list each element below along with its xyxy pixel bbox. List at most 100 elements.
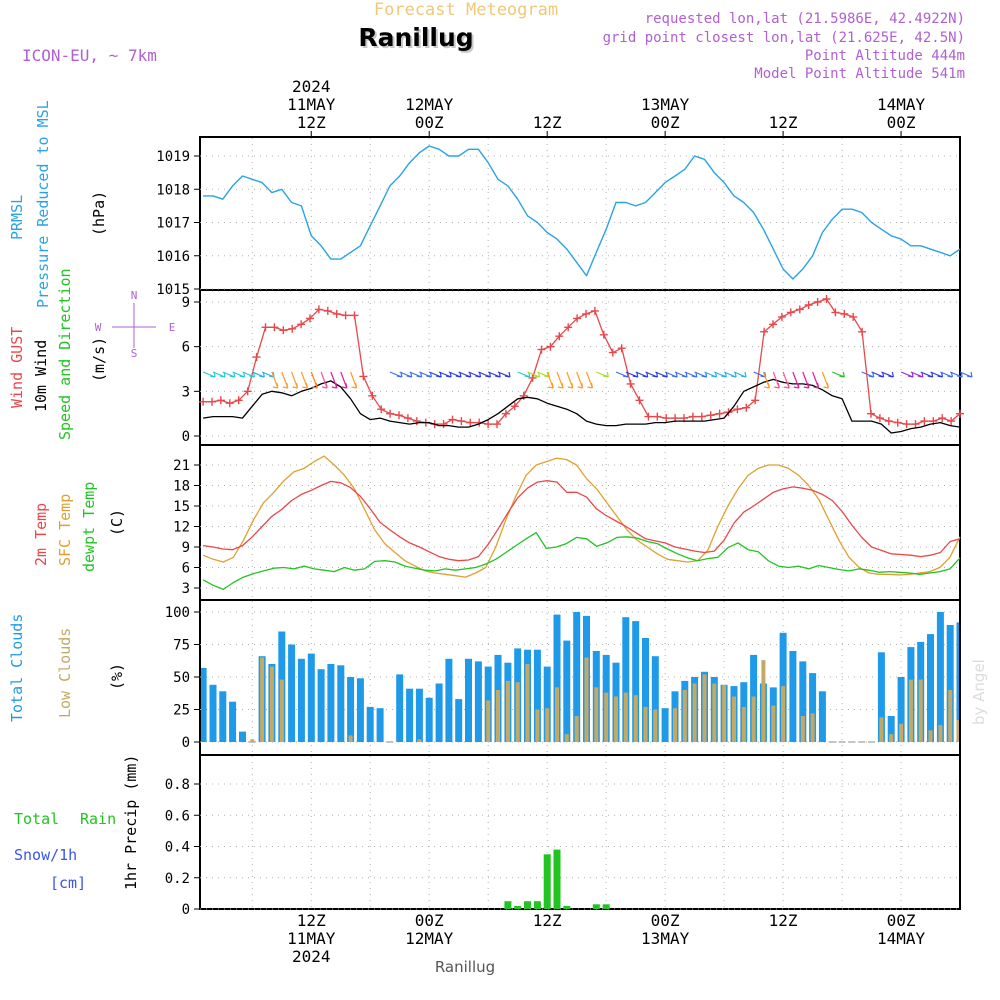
total-cloud-bar (201, 667, 207, 742)
gust-marker (911, 420, 920, 429)
pressure-label-2: Pressure Reduced to MSL (34, 100, 52, 308)
precip-label-snow: Snow/1h (14, 846, 77, 864)
gust-marker (243, 387, 252, 396)
precip-bar (533, 901, 541, 909)
ytick-label: 1016 (156, 249, 190, 265)
gust-marker (920, 417, 929, 426)
low-cloud-bar (545, 708, 550, 742)
wind-panel (199, 295, 973, 434)
gust-marker (270, 323, 279, 332)
model-label: ICON-EU, ~ 7km (22, 46, 157, 65)
precip-bar (592, 904, 600, 909)
gust-marker (715, 409, 724, 418)
pressure-line (203, 145, 961, 280)
wind-arrow (281, 371, 289, 389)
gust-marker (947, 417, 956, 426)
low-cloud-bar (771, 705, 776, 742)
temp-label-dew: dewpt Temp (80, 482, 98, 572)
gust-marker (644, 412, 653, 421)
gust-marker (412, 417, 421, 426)
wind-arrow (556, 371, 564, 389)
low-cloud-bar (525, 664, 530, 742)
top-time-label: 00Z (415, 113, 444, 132)
gust-marker (697, 412, 706, 421)
total-cloud-bar (563, 640, 571, 742)
top-time-label: 00Z (651, 113, 680, 132)
clouds-label-low: Low Clouds (56, 628, 74, 718)
total-cloud-bar (474, 661, 482, 742)
gust-marker (858, 327, 867, 336)
gust-marker (956, 409, 964, 418)
ytick-label: 12 (173, 520, 190, 536)
gust-marker (493, 420, 501, 429)
ytick-label: 15 (173, 499, 190, 515)
top-time-label: 12MAY (405, 95, 454, 114)
gust-marker (439, 420, 448, 429)
gust-marker (314, 305, 323, 314)
precip-label-rain: Rain (80, 810, 116, 828)
clouds-panel (201, 612, 959, 743)
top-time-label: 14MAY (877, 95, 926, 114)
low-cloud-bar (918, 679, 923, 742)
precip-bar (602, 904, 610, 909)
gust-marker (199, 397, 208, 406)
gust-marker (653, 412, 662, 421)
total-cloud-bar (887, 716, 895, 742)
total-cloud-bar (799, 661, 807, 742)
gust-marker (252, 353, 261, 362)
pressure-unit: (hPa) (90, 191, 108, 236)
gust-marker (234, 396, 243, 405)
low-cloud-bar (643, 706, 648, 742)
temperature-panel (202, 455, 961, 591)
low-cloud-bar (417, 739, 422, 742)
ytick-label: 50 (173, 670, 190, 686)
gust-marker (501, 409, 510, 418)
low-cloud-bar (722, 684, 727, 742)
low-cloud-bar (279, 679, 284, 742)
chart-top-title: Forecast Meteogram (374, 0, 558, 20)
bottom-time-label: 00Z (415, 911, 444, 930)
gust-marker (537, 345, 546, 354)
low-cloud-bar (653, 709, 658, 742)
gust-marker (867, 409, 875, 418)
low-cloud-bar (505, 680, 510, 742)
requested-coords: requested lon,lat (21.5986E, 42.4922N) (645, 11, 965, 27)
wind-arrow (881, 371, 894, 378)
low-cloud-bar (269, 666, 274, 742)
total-cloud-bar (366, 706, 374, 742)
gust-marker (555, 332, 564, 341)
wind-arrow (782, 371, 790, 389)
model-altitude: Model Point Altitude 541m (754, 66, 965, 82)
total-cloud-bar (789, 651, 797, 742)
frame-precip (199, 754, 961, 910)
compass-e: E (169, 321, 176, 334)
ytick-label: 0 (182, 902, 190, 918)
total-cloud-bar (229, 701, 237, 742)
gust-marker (706, 411, 715, 420)
gust-marker (350, 311, 359, 320)
low-cloud-bar (761, 660, 766, 742)
gust-marker (261, 323, 270, 332)
wind-arrow (291, 371, 299, 389)
gust-marker (804, 301, 813, 309)
ytick-label: 0.8 (165, 777, 190, 793)
bottom-time-label: 12MAY (405, 929, 454, 948)
wind-arrow (320, 371, 328, 389)
ytick-label: 0.6 (165, 808, 190, 824)
gust-marker (395, 411, 403, 420)
ytick-label: 1019 (156, 149, 190, 165)
low-cloud-bar (692, 683, 697, 742)
wind-arrow (821, 371, 829, 389)
gust-marker (777, 312, 786, 321)
low-cloud-bar (702, 674, 707, 742)
total-cloud-bar (297, 658, 305, 742)
gust-line (203, 298, 961, 425)
total-cloud-bar (327, 664, 335, 742)
total-cloud-bar (396, 674, 404, 742)
wind-arrow (802, 371, 810, 389)
pressure-panel (203, 145, 961, 280)
wind-arrow (350, 371, 358, 389)
gust-marker (288, 324, 297, 333)
precip-unit: 1hr Precip (mm) (122, 755, 140, 890)
total-cloud-bar (632, 621, 640, 742)
